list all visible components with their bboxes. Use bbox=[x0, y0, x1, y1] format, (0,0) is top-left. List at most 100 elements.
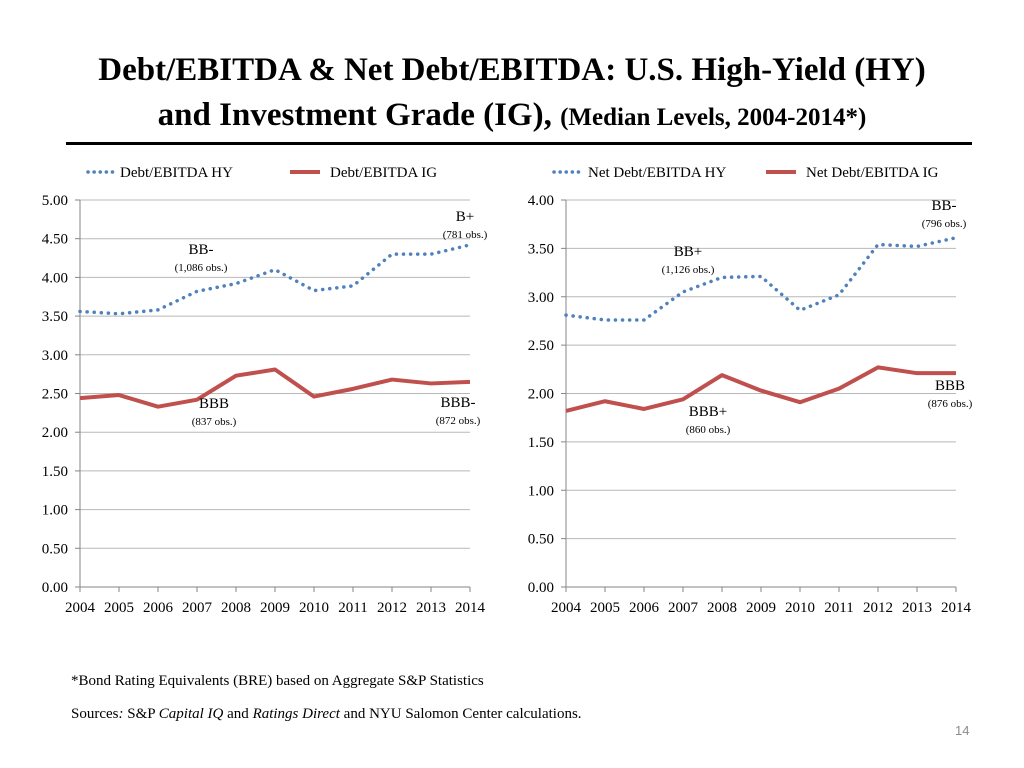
x-tick-label: 2004 bbox=[65, 600, 96, 616]
data-point bbox=[917, 373, 918, 374]
x-tick-label: 2012 bbox=[377, 600, 407, 616]
x-tick-label: 2011 bbox=[338, 600, 367, 616]
x-tick-label: 2006 bbox=[143, 600, 174, 616]
data-point bbox=[878, 244, 879, 245]
data-point bbox=[956, 373, 957, 374]
legend-label: Debt/EBITDA HY bbox=[120, 165, 233, 181]
y-tick-label: 4.00 bbox=[528, 193, 554, 209]
data-point bbox=[683, 291, 684, 292]
sources-and: and bbox=[223, 706, 253, 722]
x-tick-label: 2012 bbox=[863, 600, 893, 616]
obs-label: (1,086 obs.) bbox=[175, 262, 228, 274]
title-main: and Investment Grade (IG), bbox=[157, 97, 552, 133]
title-line-1: Debt/EBITDA & Net Debt/EBITDA: U.S. High… bbox=[98, 52, 926, 88]
legend-label: Net Debt/EBITDA HY bbox=[588, 165, 726, 181]
page-number: 14 bbox=[955, 723, 970, 738]
y-tick-label: 1.50 bbox=[42, 464, 68, 480]
footnote: *Bond Rating Equivalents (BRE) based on … bbox=[71, 673, 484, 689]
title-line-2: and Investment Grade (IG), (Median Level… bbox=[0, 93, 1024, 140]
obs-label: (796 obs.) bbox=[922, 218, 967, 230]
rating-label: BBB+ bbox=[689, 404, 727, 420]
y-tick-label: 4.50 bbox=[42, 232, 68, 248]
data-point bbox=[839, 294, 840, 295]
sources-colon: : bbox=[118, 706, 124, 722]
obs-label: (876 obs.) bbox=[928, 398, 973, 410]
obs-label: (781 obs.) bbox=[443, 229, 488, 241]
obs-label: (837 obs.) bbox=[192, 416, 237, 428]
sources-sp: S&P bbox=[123, 706, 159, 722]
y-tick-label: 3.00 bbox=[528, 290, 554, 306]
x-tick-label: 2007 bbox=[668, 600, 699, 616]
y-tick-label: 0.00 bbox=[42, 580, 68, 596]
series-line-ig bbox=[79, 367, 471, 409]
y-tick-label: 3.50 bbox=[42, 309, 68, 325]
y-tick-label: 0.50 bbox=[528, 532, 554, 548]
y-tick-label: 1.50 bbox=[528, 435, 554, 451]
rating-label: BB- bbox=[931, 198, 956, 214]
y-tick-label: 0.50 bbox=[42, 541, 68, 557]
x-tick-label: 2010 bbox=[785, 600, 815, 616]
obs-label: (872 obs.) bbox=[436, 415, 481, 427]
y-tick-label: 2.50 bbox=[528, 338, 554, 354]
x-tick-label: 2007 bbox=[182, 600, 213, 616]
sources-suffix: and NYU Salomon Center calculations. bbox=[339, 706, 582, 722]
data-point bbox=[839, 388, 840, 389]
rating-label: B+ bbox=[456, 209, 474, 225]
y-tick-label: 3.50 bbox=[528, 241, 554, 257]
legend-label: Debt/EBITDA IG bbox=[330, 165, 437, 181]
data-point bbox=[878, 367, 879, 368]
y-tick-label: 0.00 bbox=[528, 580, 554, 596]
y-tick-label: 1.00 bbox=[42, 503, 68, 519]
x-tick-label: 2008 bbox=[707, 600, 737, 616]
sources: Sources: S&P Capital IQ and Ratings Dire… bbox=[71, 706, 582, 723]
data-point bbox=[761, 276, 762, 277]
legend-label: Net Debt/EBITDA IG bbox=[806, 165, 939, 181]
x-tick-label: 2005 bbox=[590, 600, 620, 616]
title-divider bbox=[66, 142, 972, 145]
y-tick-label: 1.00 bbox=[528, 483, 554, 499]
data-point bbox=[566, 315, 567, 316]
data-point bbox=[956, 237, 957, 238]
x-tick-label: 2004 bbox=[551, 600, 582, 616]
debt-ebitda-chart: 0.00 0.50 1.00 1.50 2.00 2.50 3.00 3.50 4.00 4.50… bbox=[42, 165, 488, 616]
obs-label: (860 obs.) bbox=[686, 424, 731, 436]
x-tick-label: 2005 bbox=[104, 600, 134, 616]
x-tick-label: 2013 bbox=[416, 600, 446, 616]
y-tick-label: 2.00 bbox=[42, 425, 68, 441]
series-line-hy bbox=[78, 243, 472, 316]
y-tick-label: 2.00 bbox=[528, 387, 554, 403]
x-tick-label: 2009 bbox=[746, 600, 776, 616]
series-line-hy bbox=[564, 235, 958, 322]
sources-capital-iq: Capital IQ bbox=[158, 706, 224, 722]
rating-label: BBB bbox=[935, 378, 965, 394]
x-tick-label: 2014 bbox=[941, 600, 972, 616]
data-point bbox=[800, 402, 801, 403]
rating-label: BB- bbox=[188, 242, 213, 258]
x-tick-label: 2008 bbox=[221, 600, 251, 616]
data-point bbox=[644, 408, 645, 409]
data-point bbox=[761, 390, 762, 391]
y-tick-label: 3.00 bbox=[42, 348, 68, 364]
data-point bbox=[644, 319, 645, 320]
data-point bbox=[605, 319, 606, 320]
x-tick-label: 2010 bbox=[299, 600, 329, 616]
data-point bbox=[722, 375, 723, 376]
rating-label: BBB bbox=[199, 396, 229, 412]
sources-prefix: Sources bbox=[71, 706, 119, 722]
data-point bbox=[800, 310, 801, 311]
x-tick-label: 2013 bbox=[902, 600, 932, 616]
data-point bbox=[722, 277, 723, 278]
y-tick-label: 5.00 bbox=[42, 193, 68, 209]
slide-title: Debt/EBITDA & Net Debt/EBITDA: U.S. High… bbox=[0, 48, 1024, 140]
rating-label: BBB- bbox=[440, 395, 475, 411]
x-tick-label: 2009 bbox=[260, 600, 290, 616]
data-point bbox=[917, 246, 918, 247]
series-line-ig bbox=[565, 365, 956, 413]
net-debt-ebitda-chart: 0.00 0.50 1.00 1.50 2.00 2.50 3.00 3.50 4.00 2004… bbox=[528, 165, 973, 616]
sources-ratings-direct: Ratings Direct bbox=[252, 706, 340, 722]
x-tick-label: 2006 bbox=[629, 600, 660, 616]
obs-label: (1,126 obs.) bbox=[662, 264, 715, 276]
data-point bbox=[566, 410, 567, 411]
data-point bbox=[683, 399, 684, 400]
y-tick-label: 2.50 bbox=[42, 387, 68, 403]
